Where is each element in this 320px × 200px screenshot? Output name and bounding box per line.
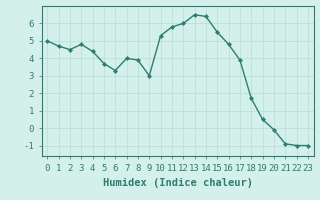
X-axis label: Humidex (Indice chaleur): Humidex (Indice chaleur)	[103, 178, 252, 188]
